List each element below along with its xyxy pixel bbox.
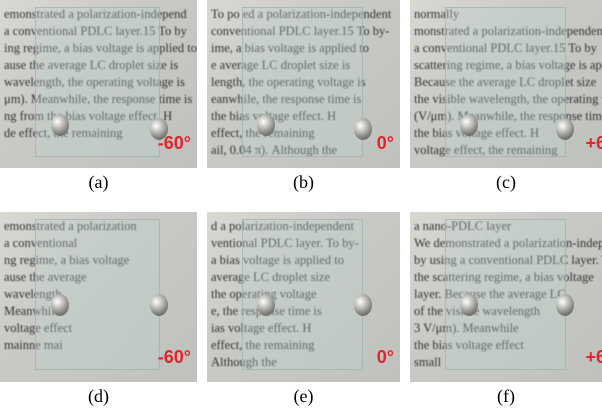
- angle-label: -60°: [158, 133, 191, 154]
- electrode: [556, 118, 574, 140]
- panel-caption: (a): [69, 172, 129, 193]
- electrode: [556, 294, 574, 316]
- glass-slide: [445, 219, 566, 371]
- panel-caption: (e): [274, 386, 334, 407]
- glass-slide: [242, 219, 364, 371]
- angle-label: 0°: [377, 347, 394, 368]
- glass-slide: [35, 219, 159, 371]
- electrode: [354, 118, 372, 140]
- angle-label: +60: [585, 347, 602, 368]
- panel-caption: (f): [476, 386, 536, 407]
- panel-caption: (b): [274, 172, 334, 193]
- angle-label: 0°: [377, 133, 394, 154]
- panel-caption: (d): [69, 386, 129, 407]
- electrode: [460, 294, 478, 316]
- electrode: [257, 294, 275, 316]
- electrode: [150, 294, 168, 316]
- angle-label: -60°: [158, 347, 191, 368]
- panel-caption: (c): [476, 172, 536, 193]
- angle-label: +60: [585, 133, 602, 154]
- figure: emonstrated a polarization-independa con…: [0, 0, 602, 413]
- glass-slide: [445, 7, 566, 157]
- electrode: [354, 294, 372, 316]
- electrode: [460, 114, 478, 136]
- electrode: [51, 294, 69, 316]
